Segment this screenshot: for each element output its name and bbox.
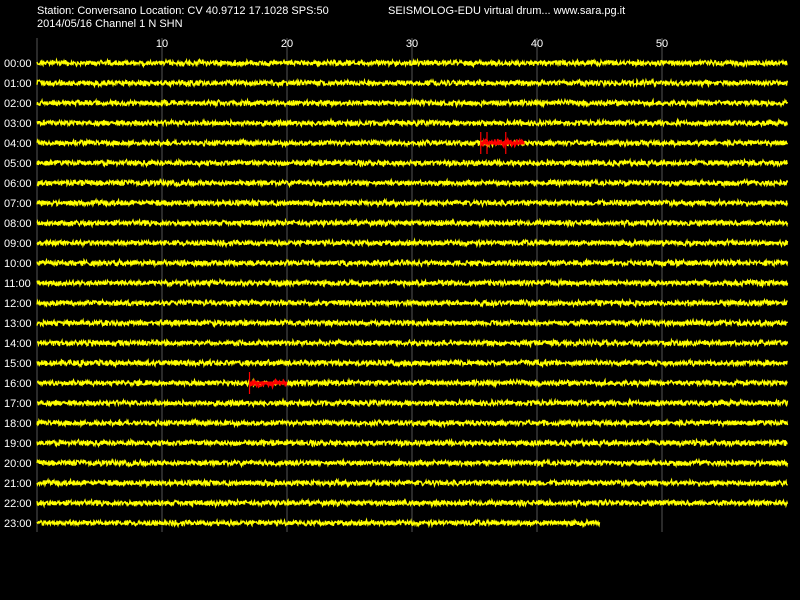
hour-label: 19:00 <box>4 438 32 450</box>
hour-label: 11:00 <box>4 278 31 290</box>
grid-lines <box>36 38 663 532</box>
hour-label: 21:00 <box>4 478 32 490</box>
event-marks <box>248 132 525 394</box>
trace-line-1000 <box>36 257 789 269</box>
hour-label: 03:00 <box>4 118 32 130</box>
hour-label: 05:00 <box>4 158 32 170</box>
trace-line-1500 <box>36 357 788 369</box>
trace-line-1800 <box>36 417 789 429</box>
trace-line-1400 <box>36 337 789 349</box>
hour-label: 22:00 <box>4 498 32 510</box>
trace-line-1200 <box>36 297 788 309</box>
hour-label: 10:00 <box>4 258 32 270</box>
trace-line-1100 <box>36 277 789 289</box>
trace-line-2000 <box>36 457 789 469</box>
hour-label: 07:00 <box>4 198 32 210</box>
trace-line-2100 <box>36 477 789 489</box>
x-tick-label: 10 <box>156 38 168 50</box>
hour-label: 12:00 <box>4 298 32 310</box>
hour-label: 08:00 <box>4 218 32 230</box>
x-tick-label: 50 <box>656 38 668 50</box>
hour-label: 00:00 <box>4 58 32 70</box>
x-tick-label: 40 <box>531 38 543 50</box>
trace-line-2200 <box>36 497 789 509</box>
hour-label: 16:00 <box>4 378 32 390</box>
trace-line-1900 <box>36 437 788 449</box>
trace-line-0900 <box>36 237 789 249</box>
hour-label: 17:00 <box>4 398 32 410</box>
station-info: Station: Conversano Location: CV 40.9712… <box>37 5 329 17</box>
trace-line-0700 <box>36 197 789 209</box>
hour-label: 01:00 <box>4 78 32 90</box>
x-tick-label: 20 <box>281 38 293 50</box>
trace-line-1700 <box>36 397 789 409</box>
hour-label: 14:00 <box>4 338 32 350</box>
hour-label: 15:00 <box>4 358 32 370</box>
hour-label: 20:00 <box>4 458 32 470</box>
trace-line-0100 <box>36 77 789 89</box>
trace-line-0600 <box>36 177 789 189</box>
trace-line-0200 <box>36 97 789 109</box>
hour-label: 02:00 <box>4 98 32 110</box>
x-tick-labels: 10 20 30 40 50 <box>156 38 668 50</box>
hour-labels: 00:00 01:00 02:00 03:00 04:00 05:00 06:00 07:00… <box>4 58 32 530</box>
product-title: SEISMOLOG-EDU virtual drum... www.sara.p… <box>388 5 625 17</box>
trace-line-0400 <box>36 137 789 149</box>
hour-label: 06:00 <box>4 178 32 190</box>
hour-label: 04:00 <box>4 138 32 150</box>
date-channel-info: 2014/05/16 Channel 1 N SHN <box>37 18 183 30</box>
hour-label: 18:00 <box>4 418 32 430</box>
trace-line-0300 <box>36 117 789 129</box>
trace-line-2300 <box>36 517 601 529</box>
trace-line-1300 <box>36 317 789 329</box>
trace-lines <box>36 57 789 529</box>
trace-line-1600 <box>37 377 788 389</box>
hour-label: 23:00 <box>4 518 32 530</box>
hour-label: 09:00 <box>4 238 32 250</box>
trace-line-0800 <box>36 217 789 229</box>
hour-label: 13:00 <box>4 318 32 330</box>
trace-line-0500 <box>36 157 789 169</box>
x-tick-label: 30 <box>406 38 418 50</box>
trace-line-0000 <box>36 57 788 69</box>
